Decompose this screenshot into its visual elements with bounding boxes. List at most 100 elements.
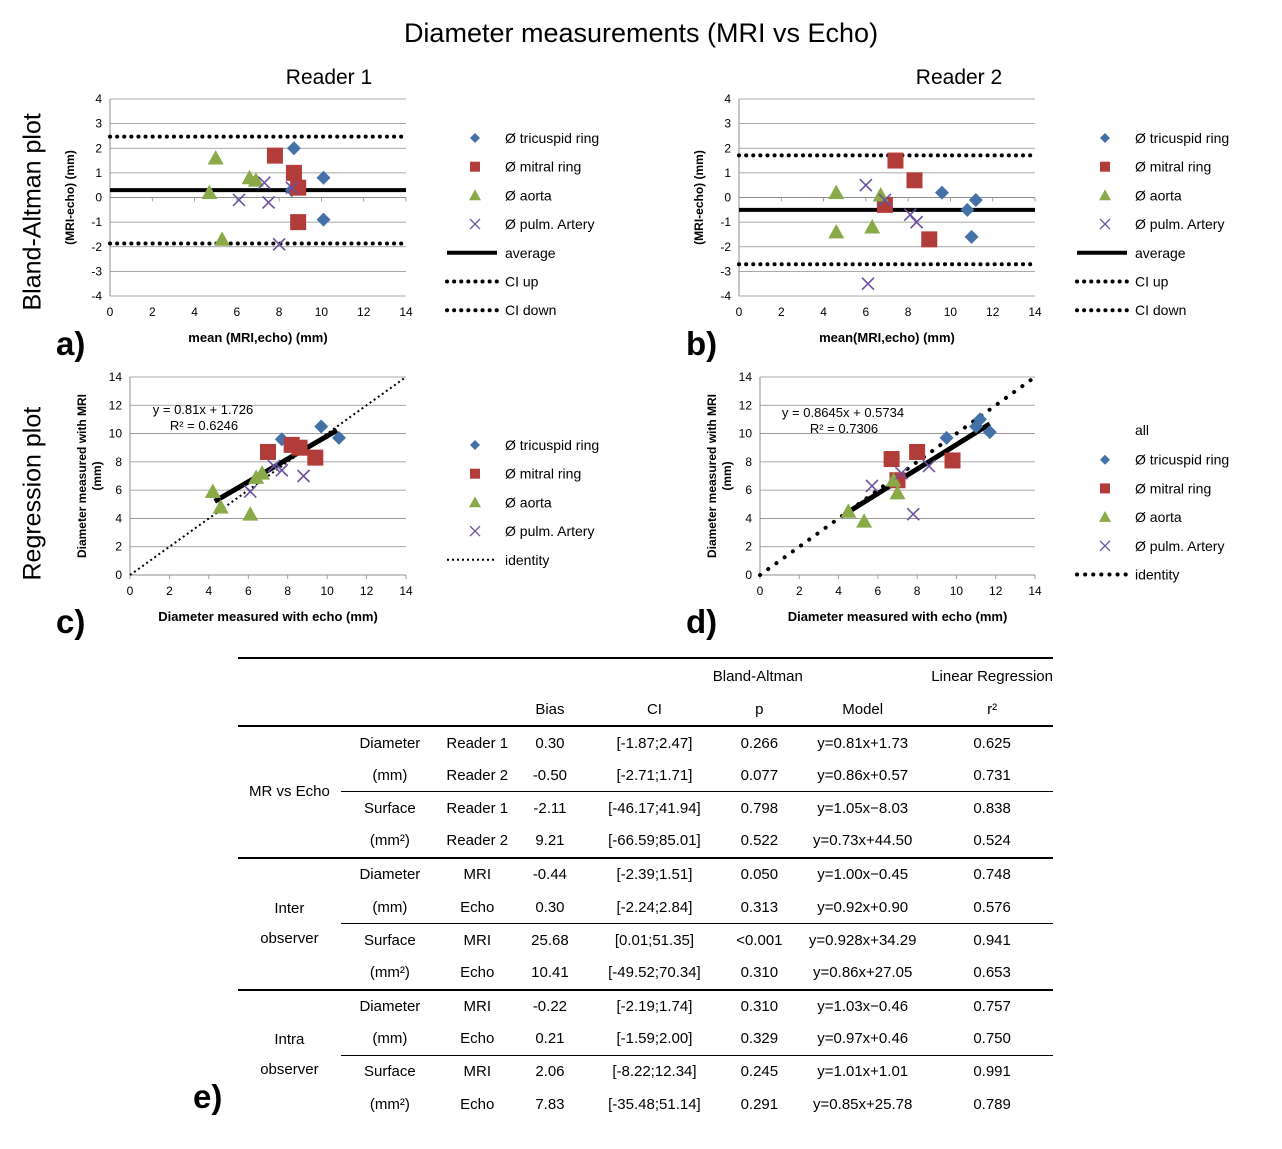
sub-label: Reader 2 [446,766,509,784]
x-tick-label: 2 [166,584,173,598]
point-x [267,459,281,473]
legend-marker-square [1100,483,1110,494]
legend-label: Ø pulm. Artery [1135,216,1224,232]
panel-d-label: d) [686,603,718,640]
x-tick-label: 14 [1028,305,1042,319]
sub-label: MRI [439,988,516,1023]
point-square [906,172,923,189]
legend-label: Ø mitral ring [1135,480,1211,496]
p-value: 0.291 [740,1095,779,1113]
sub-label: MRI [439,1054,516,1089]
point-x [232,193,246,207]
x-tick-label: 8 [276,305,283,319]
r2-value: 0.757 [931,988,1053,1023]
bias-value: 0.21 [535,1030,565,1048]
regression-equation: y = 0.81x + 1.726 [153,402,253,417]
identity-line [758,375,1037,577]
legend-label: Ø aorta [1135,509,1182,525]
y-tick-label: 4 [115,511,122,525]
model-value: y=1.03x−0.46 [794,988,932,1023]
legend-label: Ø tricuspid ring [505,437,599,453]
y-tick-label: 4 [95,92,102,106]
point-square [290,214,307,231]
point-x-stroke-b [861,277,875,291]
point-diamond [939,430,954,445]
bias-value: 0.30 [535,734,565,752]
x-tick-label: 4 [191,305,198,319]
regression-r2: R² = 0.6246 [170,418,238,433]
col-ci: CI [584,693,725,727]
sub-label: Echo [460,963,495,981]
legend-marker-square [470,468,480,479]
point-triangle [204,483,221,498]
r2-value: 0.750 [973,1030,1011,1048]
bias-value: -0.44 [515,856,585,891]
ci-value: [-2.24;2.84] [616,898,693,916]
legend-label: Ø tricuspid ring [1135,452,1229,468]
measure-label: Diameter [340,856,439,891]
model-value: y=0.81x+1.73 [817,734,909,752]
point-triangle [864,219,881,234]
y-tick-label: -3 [720,264,731,278]
point-x-stroke-b [285,181,299,195]
point-x-stroke-b [296,469,311,483]
point-diamond [968,192,983,207]
legend-label: Ø pulm. Artery [505,523,594,539]
point-square [921,231,938,248]
legend-marker-x-b [1099,218,1111,230]
point-x-stroke-b [922,459,936,473]
x-tick-label: 0 [127,584,134,598]
legend-all-label: all [1135,422,1149,438]
measure-label: Surface [340,923,439,957]
point-triangle [242,506,259,521]
y-axis-label: (MRI-echo) (mm) [692,150,706,245]
legend-label: Ø aorta [1135,187,1182,203]
table-row: Intra observer Diameter MRI -0.22 [-2.19;1.74… [238,988,1053,1121]
point-x-stroke-b [267,459,281,473]
panel-e-label: e) [193,1078,223,1115]
y-tick-label: 1 [95,166,102,180]
y-tick-label: 10 [739,427,753,441]
point-square [260,443,276,460]
p-value: 0.310 [724,988,795,1023]
point-x [906,507,920,521]
legend-label: Ø aorta [505,494,552,510]
point-x [285,181,299,195]
ci-value: [-35.48;51.14] [608,1095,701,1113]
legend-marker-diamond [470,440,480,450]
model-value: y=0.97x+0.46 [817,1030,909,1048]
y-tick-label: 1 [724,166,731,180]
point-square [944,452,961,469]
point-square [291,439,308,456]
sub-label: Echo [460,898,495,916]
x-tick-label: 2 [149,305,156,319]
r2-value: 0.748 [931,856,1053,891]
point-x-stroke-b [894,466,908,480]
x-tick-label: 10 [320,584,334,598]
col-bias: Bias [515,693,585,727]
x-tick-label: 8 [914,584,921,598]
measure-label: (mm²) [369,963,410,981]
y-axis-label: (MRI-echo) (mm) [63,150,77,245]
model-value: y=1.05x−8.03 [794,791,932,825]
ci-value: [-1.87;2.47] [616,734,693,752]
y-tick-label: 0 [724,191,731,205]
legend-marker-triangle [469,189,481,201]
y-tick-label: -2 [91,240,102,254]
reader-2-title: Reader 2 [915,66,1003,89]
group-label-line2: observer [260,929,319,947]
point-diamond [314,419,329,434]
legend-marker-diamond [1100,133,1110,143]
r2-value: 0.653 [973,963,1011,981]
x-tick-label: 6 [245,584,252,598]
point-diamond [982,425,997,440]
point-x-stroke-b [859,178,873,192]
table-row: Surface MRI 25.68 [0.01;51.35] <0.001 y=0.928… [238,923,1053,957]
legend-marker-square [470,161,480,172]
legend-label: average [505,245,556,261]
sub-label: Echo [460,1030,495,1048]
measure-label: (mm) [372,766,408,784]
point-diamond [316,170,331,185]
identity-line [129,376,407,576]
x-tick-label: 6 [875,584,882,598]
